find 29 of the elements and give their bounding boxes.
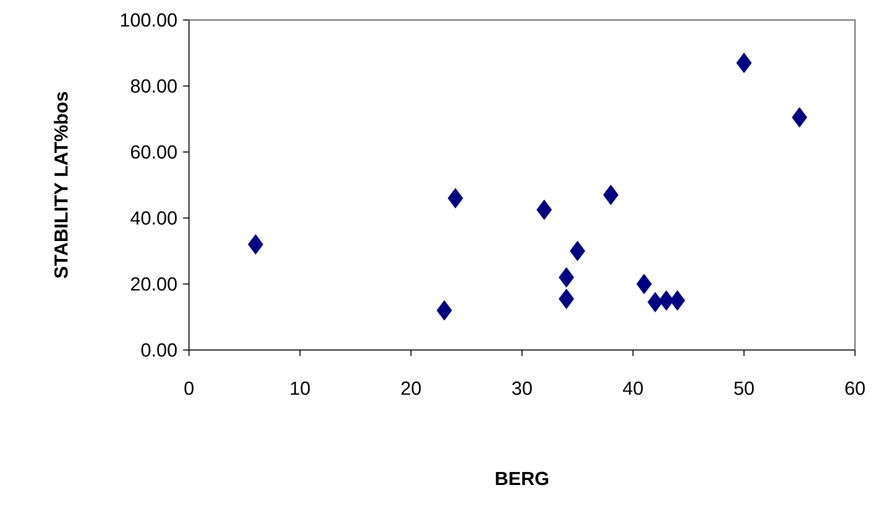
point	[436, 300, 452, 321]
x-tick-label: 10	[290, 382, 310, 395]
y-axis-title: STABILITY LAT%bos	[54, 92, 68, 278]
point	[792, 107, 808, 128]
x-tick-label: 0	[184, 382, 194, 395]
point	[736, 52, 752, 74]
x-tick-label: 50	[734, 382, 754, 395]
point	[570, 240, 586, 262]
point	[536, 200, 552, 220]
point	[670, 290, 686, 311]
x-axis-title: BERG	[496, 472, 548, 486]
x-tick-label: 40	[622, 382, 643, 395]
point	[448, 188, 464, 208]
point	[558, 288, 574, 310]
x-tick-label: 20	[401, 382, 421, 395]
y-tick-label: 100.00	[121, 13, 177, 27]
x-tick-label: 30	[512, 382, 532, 395]
x-tick-label: 60	[845, 382, 865, 395]
y-tick-label: 40.00	[130, 211, 177, 225]
point	[603, 184, 618, 206]
y-tick-label: 60.00	[131, 145, 177, 159]
point	[648, 292, 663, 312]
y-tick-label: 80.00	[130, 79, 177, 93]
point	[558, 267, 574, 288]
y-tick-label: 0.00	[141, 343, 177, 357]
point	[658, 290, 674, 311]
point	[248, 234, 264, 255]
y-tick-label: 20.00	[131, 277, 177, 291]
point	[636, 274, 652, 294]
